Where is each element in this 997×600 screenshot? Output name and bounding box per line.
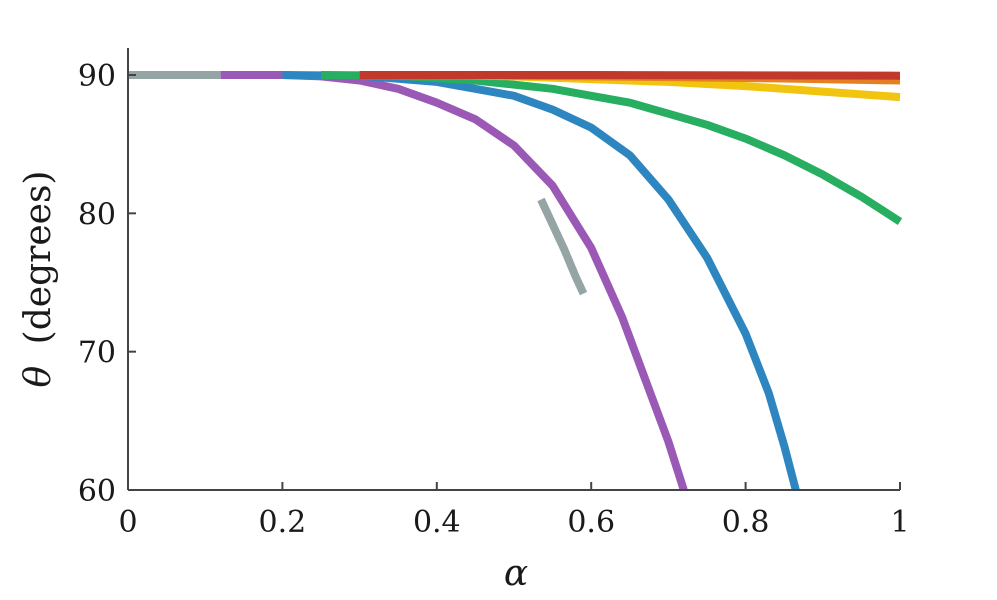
series-line-4 xyxy=(282,71,800,492)
x-tick-label: 0.8 xyxy=(722,505,770,540)
x-ticks: 0 0.2 0.4 0.6 0.8 1 xyxy=(118,482,910,540)
series-line-8 xyxy=(359,71,901,80)
series-layer xyxy=(128,71,903,492)
y-tick-label: 80 xyxy=(78,197,116,232)
x-axis-label: α xyxy=(504,553,528,594)
x-tick-label: 1 xyxy=(890,505,909,540)
series-line-2 xyxy=(537,197,588,296)
x-tick-label: 0.6 xyxy=(567,505,615,540)
y-tick-label: 70 xyxy=(78,336,116,371)
y-axis-label-text: (degrees) xyxy=(18,171,59,345)
y-ticks: 60 70 80 90 xyxy=(78,59,136,509)
y-tick-label: 90 xyxy=(78,59,116,94)
series-line-3 xyxy=(220,71,688,492)
y-tick-label: 60 xyxy=(78,474,116,509)
x-tick-label: 0.2 xyxy=(259,505,307,540)
axes: 0 0.2 0.4 0.6 0.8 1 60 70 80 90 xyxy=(78,48,910,540)
plot-area xyxy=(128,71,903,492)
x-tick-label: 0 xyxy=(118,505,137,540)
x-tick-label: 0.4 xyxy=(413,505,461,540)
y-axis-label-symbol: θ xyxy=(18,365,59,387)
series-line-5 xyxy=(320,71,903,225)
y-axis-label: θ (degrees) xyxy=(18,171,59,388)
